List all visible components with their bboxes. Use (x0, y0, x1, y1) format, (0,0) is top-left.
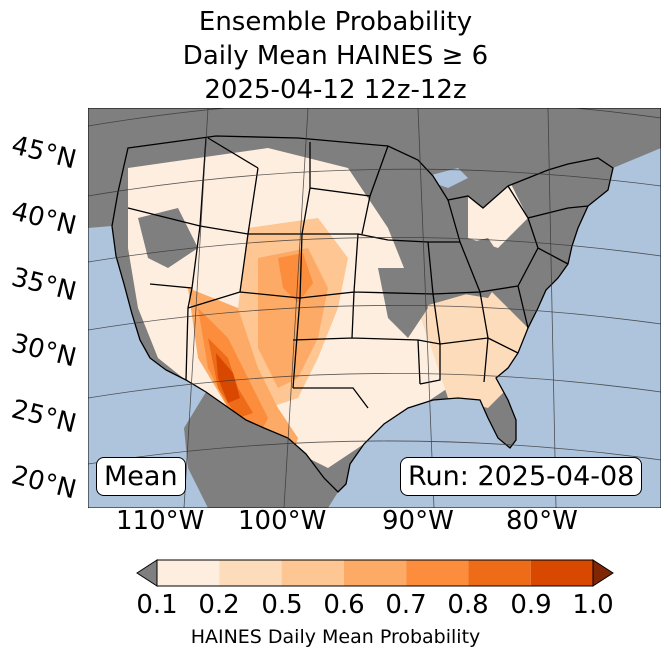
lon-label-90: 90°W (382, 506, 454, 536)
lat-label-45: 45°N (8, 130, 80, 176)
colorbar-tick: 0.5 (261, 590, 303, 620)
colorbar-tick: 0.1 (136, 590, 178, 620)
lon-label-110: 110°W (116, 506, 205, 536)
colorbar-cell (219, 560, 282, 586)
lon-label-100: 100°W (238, 506, 327, 536)
colorbar (136, 559, 614, 587)
lon-label-80: 80°W (506, 506, 578, 536)
colorbar-cell (281, 560, 344, 586)
colorbar-cell (468, 560, 531, 586)
lat-label-40: 40°N (8, 196, 80, 242)
lat-label-35: 35°N (8, 262, 80, 308)
colorbar-cell (406, 560, 469, 586)
colorbar-tick: 0.7 (385, 590, 427, 620)
colorbar-tick: 1.0 (572, 590, 614, 620)
colorbar-under-arrow (136, 559, 158, 587)
canada-land (88, 108, 661, 228)
colorbar-tick: 0.6 (323, 590, 365, 620)
colorbar-cell (343, 560, 407, 586)
colorbar-tick: 0.2 (198, 590, 240, 620)
colorbar-label: HAINES Daily Mean Probability (190, 626, 481, 648)
mexico-land (184, 392, 338, 508)
run-date-box: Run: 2025-04-08 (400, 457, 643, 496)
colorbar-tick: 0.8 (447, 590, 489, 620)
probability-map (88, 108, 661, 508)
colorbar-tick: 0.9 (510, 590, 552, 620)
lat-label-20: 20°N (8, 460, 80, 506)
map-title-line3: 2025-04-12 12z-12z (204, 75, 467, 105)
map-title-line2: Daily Mean HAINES ≥ 6 (182, 41, 489, 71)
lat-label-25: 25°N (8, 394, 80, 440)
map-title-line1: Ensemble Probability (198, 7, 473, 37)
lat-label-30: 30°N (8, 328, 80, 374)
colorbar-cell (530, 560, 593, 586)
colorbar-over-arrow (592, 559, 614, 587)
stat-mean-box: Mean (96, 457, 186, 496)
colorbar-cell (157, 560, 220, 586)
